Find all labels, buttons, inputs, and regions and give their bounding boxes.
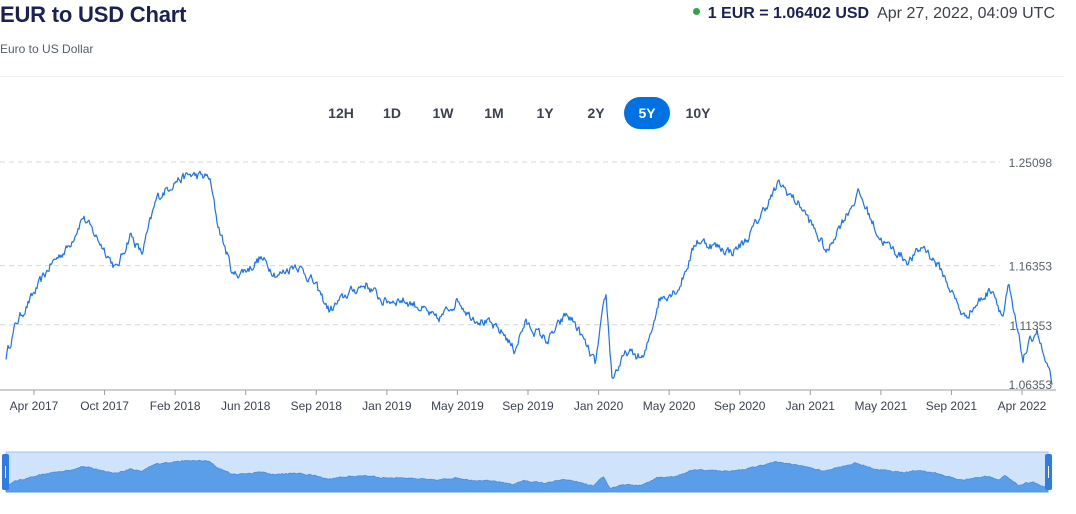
x-tick-label: Oct 2017 [80, 399, 129, 413]
range-tab-1w[interactable]: 1W [420, 97, 466, 129]
navigator-area [5, 459, 1049, 493]
range-tab-1y[interactable]: 1Y [522, 97, 568, 129]
range-tab-1d[interactable]: 1D [369, 97, 415, 129]
x-tick-label: Sep 2020 [714, 399, 766, 413]
x-tick-label: May 2019 [431, 399, 484, 413]
y-tick-label: 1.06353 [1009, 378, 1053, 392]
y-tick-label: 1.16353 [1009, 260, 1053, 274]
range-navigator[interactable] [0, 448, 1064, 496]
x-tick-label: Jan 2019 [362, 399, 412, 413]
eur-usd-series-line [5, 170, 1053, 385]
live-status-icon [692, 8, 700, 16]
header-divider [0, 76, 1064, 77]
x-tick-label: Apr 2017 [10, 399, 59, 413]
range-tab-2y[interactable]: 2Y [573, 97, 619, 129]
rate-timestamp: Apr 27, 2022, 04:09 UTC [877, 5, 1055, 22]
range-tab-5y[interactable]: 5Y [624, 97, 670, 129]
range-tab-10y[interactable]: 10Y [675, 97, 721, 129]
x-tick-label: Apr 2022 [998, 399, 1047, 413]
range-tab-12h[interactable]: 12H [318, 97, 364, 129]
x-tick-label: Jun 2018 [221, 399, 271, 413]
y-tick-label: 1.11353 [1010, 319, 1053, 333]
exchange-rate-chart[interactable]: 1.06353 1.11353 1.16353 1.25098 Apr 2017 Oct … [0, 150, 1064, 420]
range-tab-1m[interactable]: 1M [471, 97, 517, 129]
x-tick-label: Sep 2021 [926, 399, 978, 413]
page-subtitle: Euro to US Dollar [0, 42, 94, 56]
range-tabs: 12H 1D 1W 1M 1Y 2Y 5Y 10Y [318, 97, 726, 129]
x-tick-label: Sep 2019 [502, 399, 554, 413]
y-tick-label: 1.25098 [1009, 156, 1053, 170]
rate-readout: 1 EUR = 1.06402 USD Apr 27, 2022, 04:09 U… [692, 5, 1055, 23]
x-tick-label: Jan 2020 [574, 399, 624, 413]
rate-value: 1 EUR = 1.06402 USD [707, 5, 870, 22]
x-tick-label: May 2021 [855, 399, 908, 413]
x-tick-label: May 2020 [643, 399, 696, 413]
x-tick-label: Feb 2018 [150, 399, 201, 413]
page-title: EUR to USD Chart [0, 2, 187, 27]
x-tick-label: Jan 2021 [786, 399, 836, 413]
x-tick-label: Sep 2018 [291, 399, 343, 413]
